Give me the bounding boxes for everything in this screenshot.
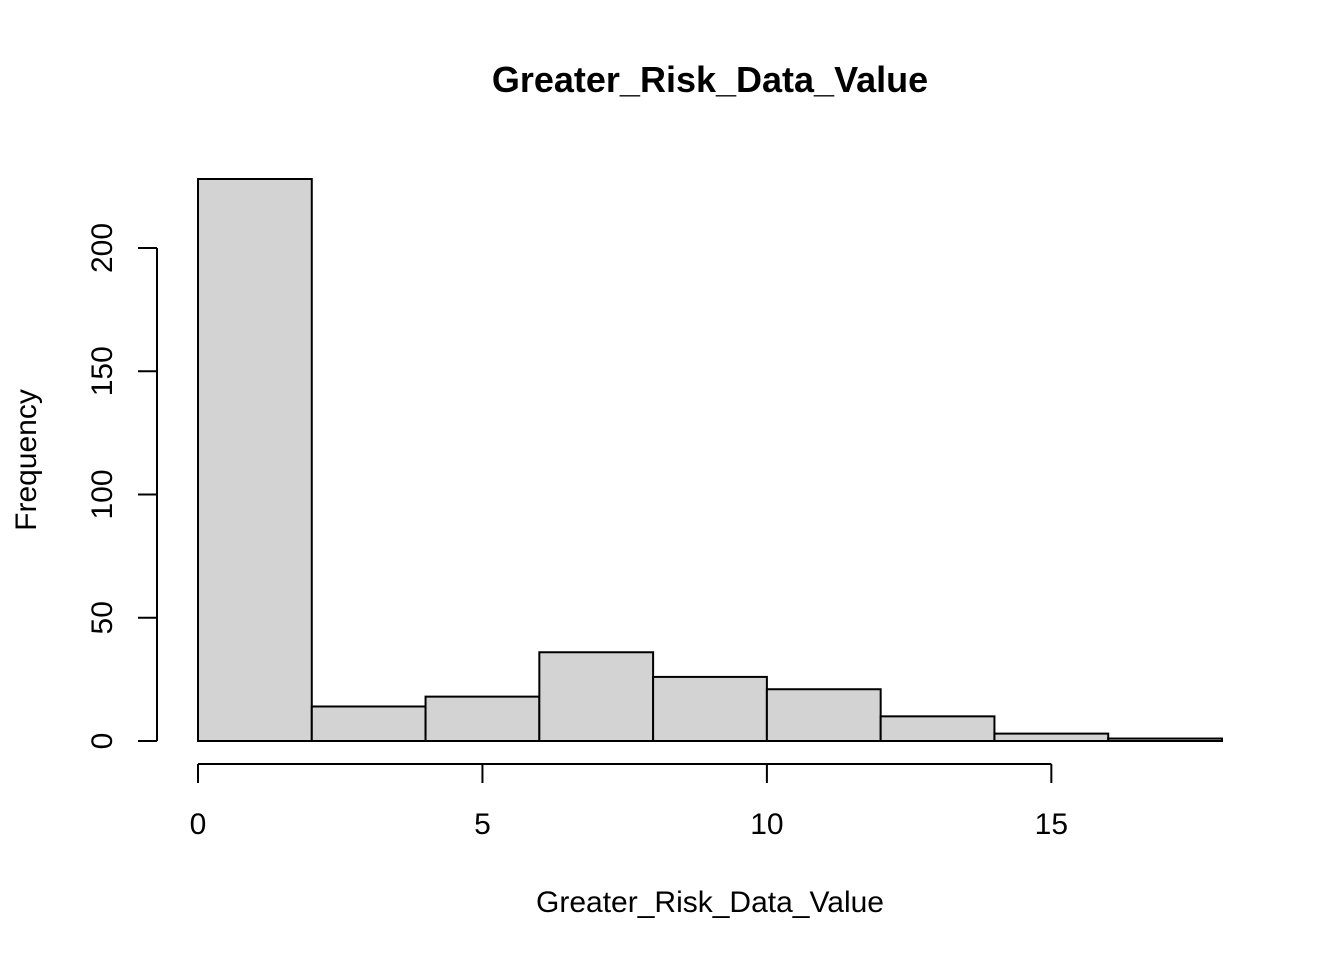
x-tick-label: 10	[750, 808, 783, 841]
histogram-bar	[538, 651, 655, 743]
histogram-bar	[993, 732, 1110, 743]
histogram-bar	[310, 705, 427, 742]
histogram-bar	[424, 695, 541, 743]
y-tick-label: 100	[86, 469, 119, 519]
y-tick-label: 50	[86, 601, 119, 634]
x-tick-label: 5	[474, 808, 491, 841]
histogram-bar	[879, 715, 996, 743]
y-tick-label: 200	[86, 223, 119, 273]
x-axis-label: Greater_Risk_Data_Value	[536, 886, 884, 919]
histogram-bar	[765, 688, 882, 742]
x-axis: 0 5 10 15	[190, 763, 1068, 841]
y-axis: 0 50 100 150 200	[86, 223, 158, 750]
x-tick-label: 15	[1035, 808, 1068, 841]
y-tick-label: 0	[86, 733, 119, 750]
x-tick-label: 0	[190, 808, 207, 841]
chart-title: Greater_Risk_Data_Value	[492, 59, 928, 100]
y-axis-label: Frequency	[10, 389, 43, 531]
histogram-bar	[197, 178, 313, 742]
y-tick-label: 150	[86, 346, 119, 396]
histogram-bars	[197, 178, 1223, 743]
histogram-bar	[652, 675, 768, 743]
histogram-bar	[1107, 737, 1223, 743]
